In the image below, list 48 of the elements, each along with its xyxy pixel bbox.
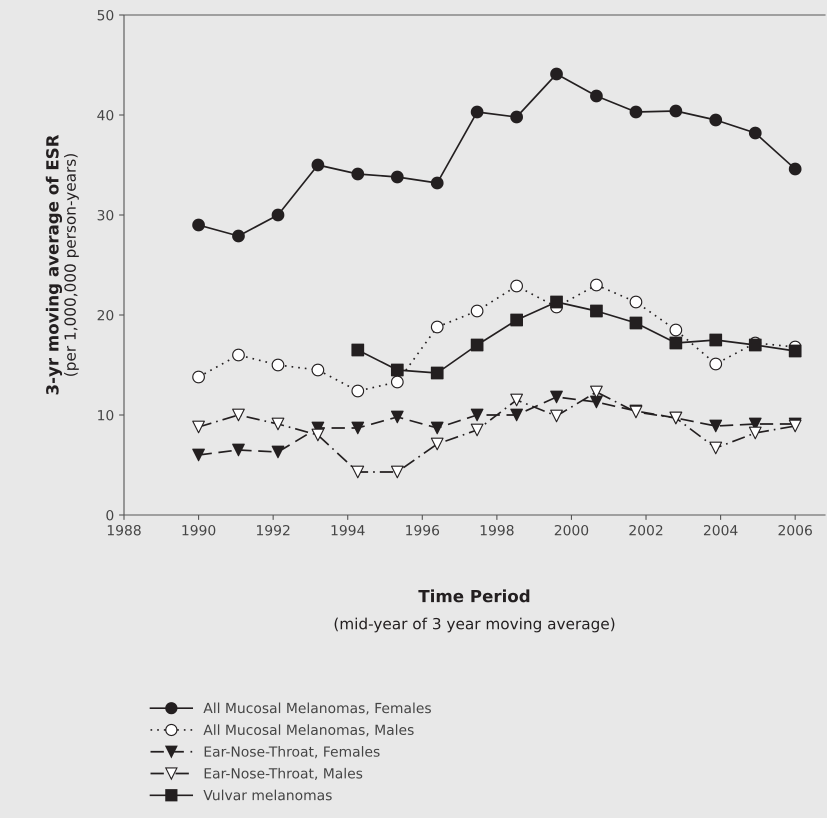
x-tick-label: 2004 — [704, 524, 738, 536]
point — [351, 422, 364, 434]
point — [192, 420, 205, 434]
y-tick-label: 20 — [98, 310, 114, 320]
point — [272, 418, 284, 430]
x-tick-label: 1992 — [257, 524, 290, 536]
legend-label: Ear-Nose-Throat, Females — [204, 746, 380, 758]
point — [351, 466, 364, 478]
point — [430, 422, 444, 434]
legend-label: All Mucosal Melanomas, Males — [203, 724, 414, 736]
point — [709, 442, 722, 454]
point — [470, 408, 484, 422]
y-tick-label: 50 — [98, 10, 114, 20]
point — [550, 296, 563, 308]
x-axis-title: Time Period (mid-year of 3 year moving average) — [334, 589, 614, 632]
point — [430, 438, 444, 450]
point — [390, 410, 404, 424]
point — [232, 444, 245, 456]
x-tick-label: 1996 — [406, 524, 440, 536]
point — [470, 424, 484, 436]
x-tick-label: 2006 — [778, 524, 812, 536]
y-axis-title: 3-yr moving average of ESR (per 1,000,000 person-years) — [46, 134, 79, 394]
legend-label: All Mucosal Melanomas, Females — [203, 702, 431, 715]
point — [232, 408, 245, 422]
point — [550, 410, 563, 422]
y-tick-label: 10 — [98, 410, 114, 420]
x-tick-label: 2000 — [554, 524, 588, 536]
x-tick-label: 1998 — [480, 524, 514, 536]
legend-label: Vulvar melanomas — [203, 790, 332, 800]
y-tick-label: 30 — [98, 210, 114, 220]
point — [630, 316, 642, 330]
y-tick-label: 40 — [97, 110, 114, 120]
point — [312, 428, 324, 442]
point — [272, 446, 284, 458]
x-tick-label: 1990 — [182, 524, 216, 536]
point — [550, 390, 563, 404]
point — [590, 396, 603, 408]
point — [192, 448, 205, 462]
point — [510, 394, 523, 406]
point — [748, 426, 762, 440]
x-tick-label: 2002 — [629, 524, 662, 536]
point — [510, 408, 523, 422]
x-tick-label: 1988 — [108, 524, 141, 536]
legend-label: Ear-Nose-Throat, Males — [204, 768, 362, 780]
x-tick-label: 1994 — [332, 524, 365, 536]
y-tick-label: 0 — [106, 510, 114, 520]
point — [709, 420, 722, 432]
point — [390, 466, 404, 478]
